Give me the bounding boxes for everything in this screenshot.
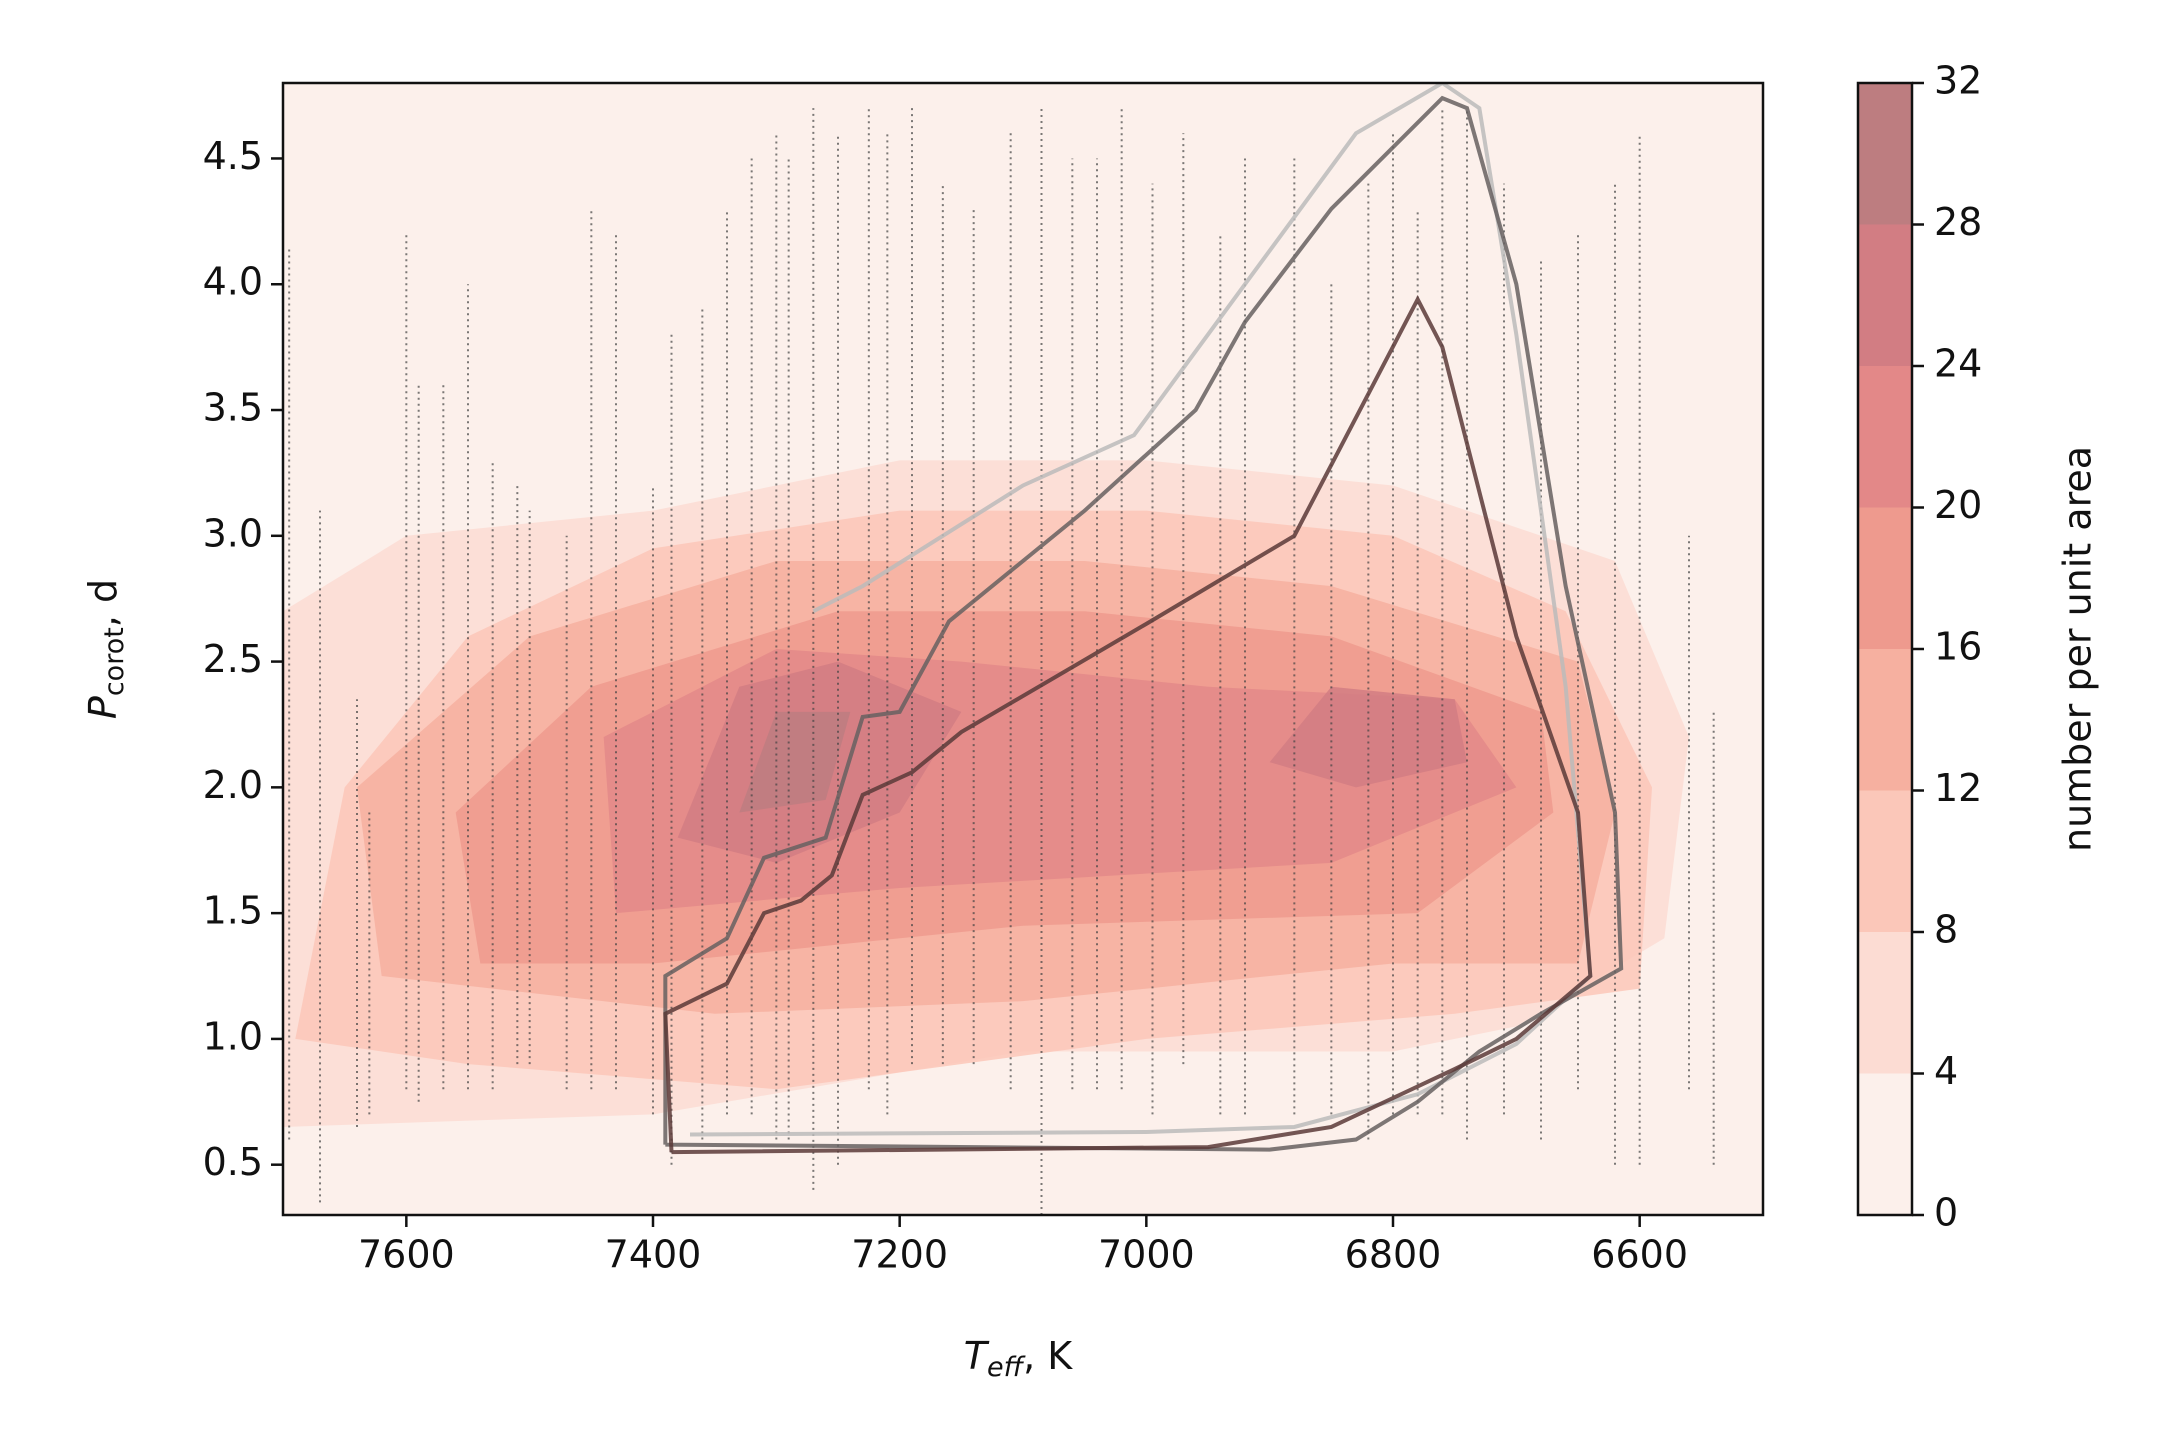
y-tick-label: 1.5 (203, 889, 263, 933)
x-label-main: T (964, 1334, 990, 1378)
colorbar-tick-label: 32 (1934, 59, 1982, 103)
x-tick-label: 6800 (1345, 1233, 1442, 1277)
y-tick-label: 1.0 (203, 1014, 263, 1058)
colorbar-tick-label: 8 (1934, 908, 1958, 952)
y-tick-label: 2.0 (203, 763, 263, 807)
x-label-rest: , K (1023, 1334, 1073, 1378)
x-tick-label: 6600 (1591, 1233, 1688, 1277)
plot-area (283, 83, 1763, 1215)
y-tick-label: 4.5 (203, 134, 263, 178)
x-tick-label: 7600 (358, 1233, 455, 1277)
contour-fill (739, 711, 851, 813)
colorbar-tick-label: 20 (1934, 483, 1982, 527)
colorbar-label: number per unit area (2056, 446, 2100, 852)
y-label-rest: , d (81, 579, 125, 627)
colorbar-tick-label: 0 (1934, 1191, 1958, 1235)
y-label-main: P (81, 696, 125, 719)
x-tick-label: 7000 (1098, 1233, 1195, 1277)
colorbar-segment (1858, 1073, 1912, 1215)
x-tick-label: 7400 (605, 1233, 702, 1277)
y-tick-label: 3.5 (203, 386, 263, 430)
colorbar-tick-label: 16 (1934, 625, 1982, 669)
colorbar-segment (1858, 932, 1912, 1074)
colorbar-segment (1858, 507, 1912, 649)
y-tick-label: 4.0 (203, 260, 263, 304)
x-tick-label: 7200 (851, 1233, 948, 1277)
colorbar-segment (1858, 790, 1912, 932)
x-label-sub: eff (987, 1352, 1026, 1383)
y-tick-label: 3.0 (203, 511, 263, 555)
y-tick-label: 0.5 (203, 1140, 263, 1184)
axes-frame (281, 81, 1765, 1217)
colorbar-segment (1858, 649, 1912, 791)
y-label-sub: corot (99, 627, 130, 696)
colorbar-tick-label: 4 (1934, 1049, 1958, 1093)
colorbar-tick-label: 28 (1934, 200, 1982, 244)
colorbar-tick-label: 24 (1934, 342, 1982, 386)
track-line (663, 294, 1593, 1155)
x-axis-label: Teff, K (964, 1334, 1073, 1383)
colorbar-segment (1858, 366, 1912, 508)
colorbar-tick-label: 12 (1934, 766, 1982, 810)
y-axis-label: Pcorot, d (81, 579, 130, 719)
colorbar-segment (1858, 83, 1912, 225)
y-tick-label: 2.5 (203, 637, 263, 681)
colorbar-segment (1858, 224, 1912, 366)
